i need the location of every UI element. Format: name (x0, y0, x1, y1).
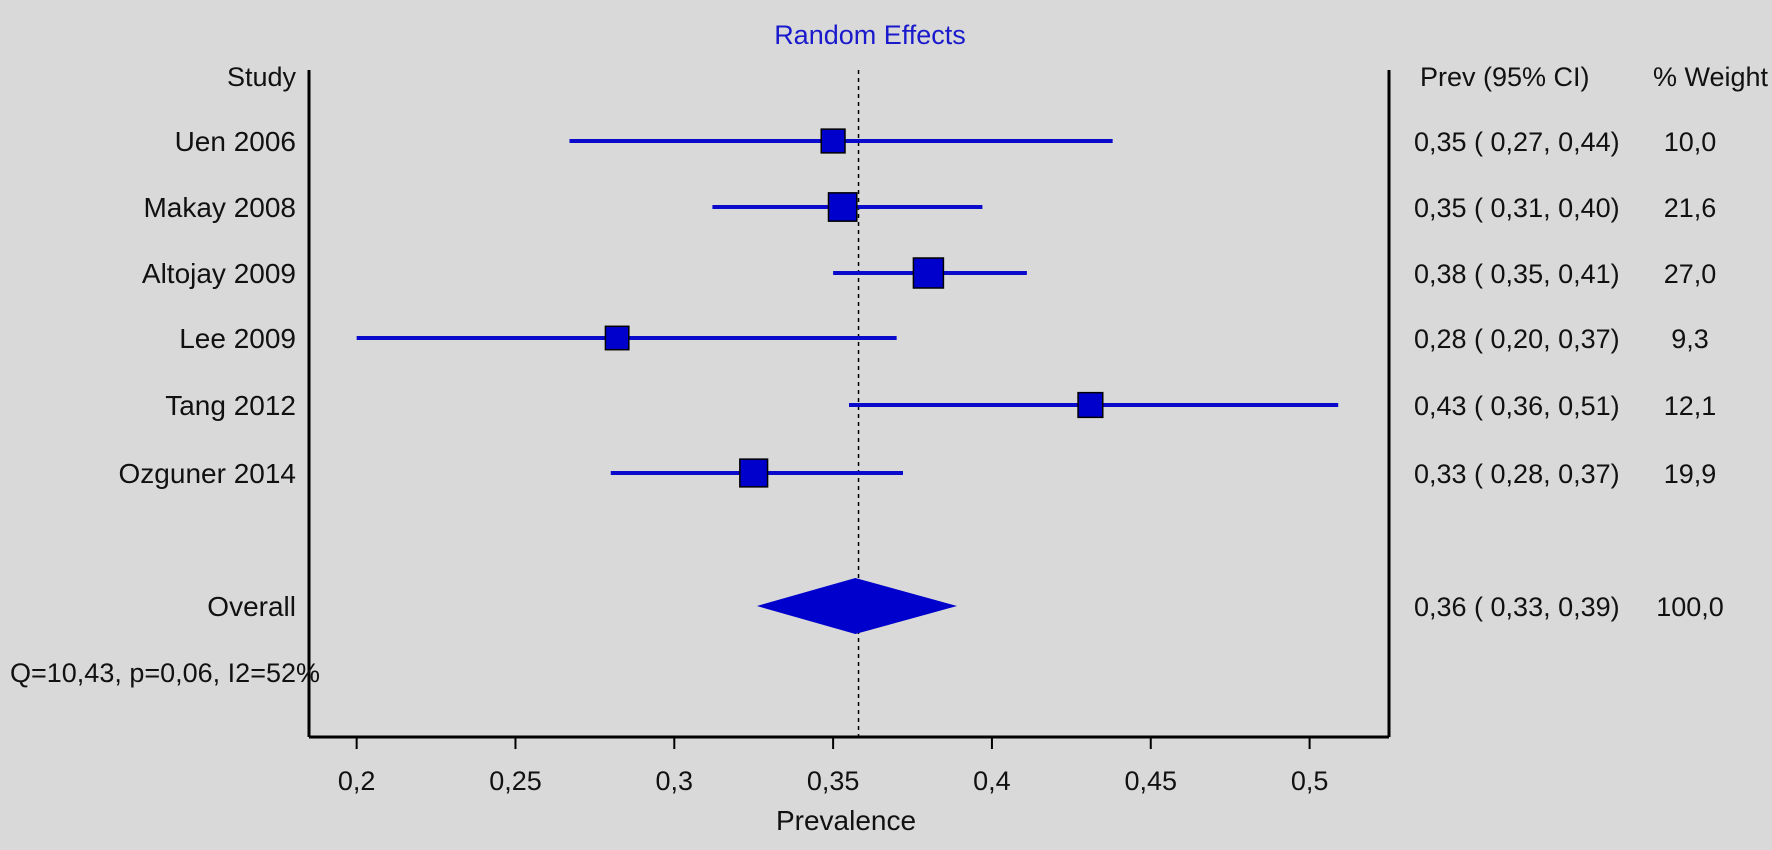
overall-diamond (756, 578, 957, 634)
x-axis-ticks: 0,2 0,25 0,3 0,35 0,4 0,45 0,5 (338, 737, 1328, 796)
study-weight: 19,9 (1664, 459, 1717, 489)
study-name: Altojay 2009 (142, 258, 296, 289)
study-estimate-ci: 0,35 ( 0,27, 0,44) (1414, 127, 1620, 157)
study-point-estimate (827, 192, 858, 222)
study-weight: 12,1 (1664, 391, 1717, 421)
heterogeneity-statistics: Q=10,43, p=0,06, I2=52% (10, 658, 320, 688)
study-name: Uen 2006 (175, 126, 296, 157)
x-tick-label: 0,4 (973, 766, 1011, 796)
study-column-header: Study (227, 62, 297, 92)
overall-weight: 100,0 (1656, 592, 1724, 622)
study-point-estimate (739, 458, 769, 488)
study-estimate-ci: 0,35 ( 0,31, 0,40) (1414, 193, 1620, 223)
study-name: Tang 2012 (165, 390, 296, 421)
overall-estimate-ci: 0,36 ( 0,33, 0,39) (1414, 592, 1620, 622)
study-name: Lee 2009 (179, 323, 296, 354)
x-tick-label: 0,25 (489, 766, 542, 796)
study-weight: 21,6 (1664, 193, 1717, 223)
study-name: Ozguner 2014 (119, 458, 296, 489)
study-estimate-ci: 0,43 ( 0,36, 0,51) (1414, 391, 1620, 421)
study-rows: Uen 2006 0,35 ( 0,27, 0,44) 10,0 Makay 2008… (119, 126, 1717, 489)
study-estimate-ci: 0,38 ( 0,35, 0,41) (1414, 259, 1620, 289)
study-weight: 10,0 (1664, 127, 1717, 157)
study-point-estimate (912, 257, 945, 289)
x-tick-label: 0,35 (807, 766, 860, 796)
overall-label: Overall (207, 591, 296, 622)
study-point-estimate (604, 325, 630, 351)
study-point-estimate (820, 128, 846, 154)
weight-column-header: % Weight (1653, 62, 1769, 92)
study-weight: 27,0 (1664, 259, 1717, 289)
x-tick-label: 0,5 (1291, 766, 1329, 796)
study-estimate-ci: 0,33 ( 0,28, 0,37) (1414, 459, 1620, 489)
estimate-column-header: Prev (95% CI) (1420, 62, 1590, 92)
study-name: Makay 2008 (143, 192, 296, 223)
x-axis-label: Prevalence (776, 805, 916, 836)
study-point-estimate (1077, 391, 1104, 419)
study-weight: 9,3 (1671, 324, 1709, 354)
chart-title: Random Effects (774, 20, 966, 50)
study-estimate-ci: 0,28 ( 0,20, 0,37) (1414, 324, 1620, 354)
x-tick-label: 0,45 (1124, 766, 1177, 796)
x-tick-label: 0,2 (338, 766, 376, 796)
x-tick-label: 0,3 (656, 766, 694, 796)
